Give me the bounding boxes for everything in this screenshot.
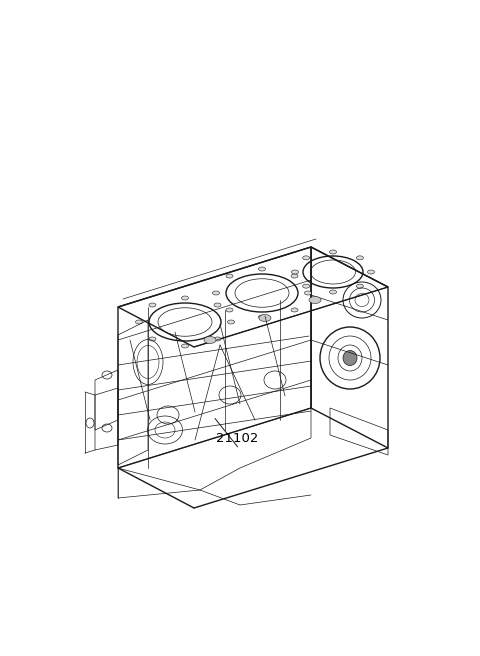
Ellipse shape xyxy=(214,303,221,307)
Ellipse shape xyxy=(309,297,321,304)
Ellipse shape xyxy=(343,350,357,365)
Ellipse shape xyxy=(181,296,189,300)
Text: 21102: 21102 xyxy=(216,432,259,445)
Ellipse shape xyxy=(213,291,219,295)
Ellipse shape xyxy=(135,320,143,324)
Ellipse shape xyxy=(302,284,310,288)
Ellipse shape xyxy=(291,270,299,274)
Ellipse shape xyxy=(181,344,189,348)
Ellipse shape xyxy=(356,256,363,260)
Ellipse shape xyxy=(214,337,221,341)
Ellipse shape xyxy=(329,250,336,254)
Ellipse shape xyxy=(259,314,271,321)
Ellipse shape xyxy=(356,284,363,288)
Ellipse shape xyxy=(302,256,310,260)
Ellipse shape xyxy=(204,337,216,344)
Ellipse shape xyxy=(149,303,156,307)
Ellipse shape xyxy=(291,274,298,278)
Ellipse shape xyxy=(259,315,265,319)
Ellipse shape xyxy=(226,308,233,312)
Ellipse shape xyxy=(259,267,265,271)
Ellipse shape xyxy=(226,274,233,278)
Ellipse shape xyxy=(304,291,312,295)
Ellipse shape xyxy=(149,337,156,341)
Ellipse shape xyxy=(228,320,235,324)
Ellipse shape xyxy=(329,290,336,294)
Ellipse shape xyxy=(291,308,298,312)
Ellipse shape xyxy=(368,270,374,274)
